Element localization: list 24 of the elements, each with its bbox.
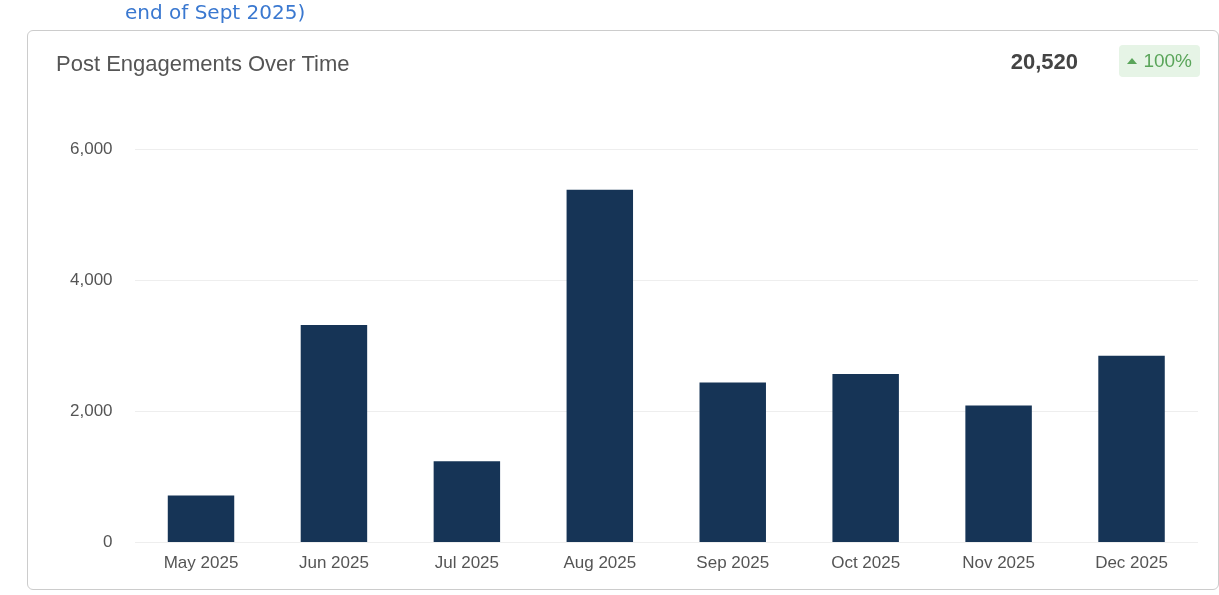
x-tick-label: Dec 2025 (1095, 553, 1168, 573)
text: end of Sept 2025) (125, 0, 306, 24)
y-tick-label: 0 (103, 532, 113, 552)
bar (433, 461, 501, 543)
bar (1098, 355, 1165, 543)
bar (300, 324, 368, 543)
x-tick-label: Sep 2025 (696, 553, 770, 573)
x-tick-label: May 2025 (163, 553, 239, 573)
bar (832, 374, 899, 543)
bar (167, 495, 235, 543)
x-tick-label: Jun 2025 (298, 553, 369, 573)
text: 100% (1143, 50, 1192, 72)
bar (566, 189, 634, 543)
x-tick-label: Oct 2025 (831, 553, 901, 573)
y-tick-label: 6,000 (69, 138, 113, 158)
chart-title: Post Engagements Over Time (56, 51, 350, 77)
bar (699, 382, 766, 543)
x-tick-label: Nov 2025 (962, 553, 1035, 573)
x-tick-label: Jul 2025 (434, 553, 500, 573)
bar (965, 405, 1032, 543)
x-tick-label: Aug 2025 (563, 553, 637, 573)
text: 20,520 (1010, 49, 1078, 75)
y-tick-label: 2,000 (69, 401, 113, 421)
y-tick-label: 4,000 (69, 270, 113, 290)
